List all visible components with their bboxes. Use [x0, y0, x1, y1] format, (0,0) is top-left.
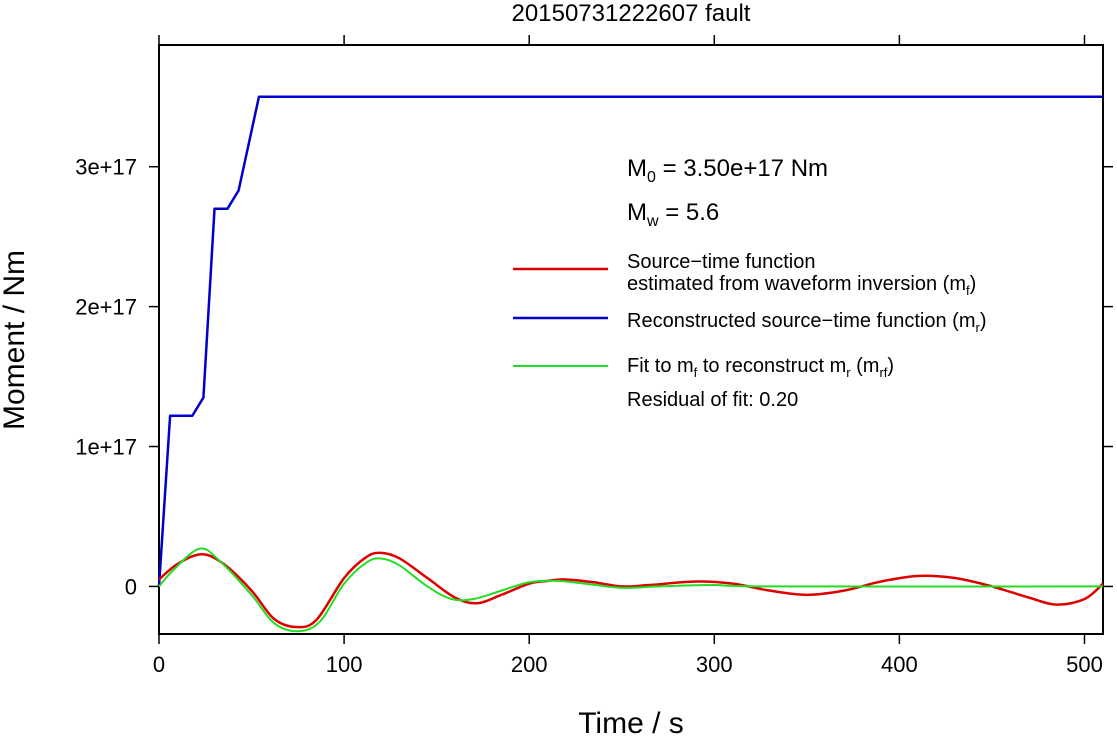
legend-label-mrf-p6: ) — [887, 355, 894, 377]
legend-label-mf-line2: estimated from waveform inversion (mf) — [627, 273, 976, 298]
plot-frame — [158, 44, 1104, 635]
mw-symbol: M — [627, 199, 647, 226]
x-axis-label: Time / s — [578, 707, 684, 736]
legend-label-mf-tail: ) — [970, 273, 977, 295]
legend-label-mf-text: estimated from waveform inversion (m — [627, 273, 966, 295]
legend-label-mrf: Fit to mf to reconstruct mr (mrf) — [627, 355, 894, 380]
x-axis: 0 100 200 300 400 500 — [153, 35, 1103, 677]
x-tick-label: 500 — [1066, 652, 1103, 677]
legend-label-mrf-p1: f — [694, 365, 698, 380]
legend-label-mrf-p0: Fit to m — [627, 355, 694, 377]
m0-subscript: 0 — [647, 169, 656, 186]
x-tick-label: 0 — [153, 652, 165, 677]
y-tick-label: 2e+17 — [75, 295, 137, 320]
series-line-mr — [157, 95, 1103, 587]
legend-label-mrf-p2: to reconstruct m — [697, 355, 846, 377]
y-tick-label: 0 — [125, 574, 137, 599]
m0-annotation: M0 = 3.50e+17 Nm — [627, 155, 828, 186]
legend-label-mr: Reconstructed source−time function (mr) — [627, 310, 987, 335]
mw-value: = 5.6 — [659, 199, 720, 226]
mw-annotation: Mw = 5.6 — [627, 199, 719, 230]
legend-label-mrf-p4: (m — [851, 355, 880, 377]
legend-label-mr-text: Reconstructed source−time function (m — [627, 310, 976, 332]
x-tick-label: 400 — [881, 652, 918, 677]
x-tick-label: 200 — [511, 652, 548, 677]
x-tick-label: 100 — [326, 652, 363, 677]
y-tick-label: 1e+17 — [75, 435, 137, 460]
residual-annotation: Residual of fit: 0.20 — [627, 389, 798, 411]
m0-value: = 3.50e+17 Nm — [656, 155, 828, 182]
legend-label-mf-line1: Source−time function — [627, 251, 815, 273]
y-axis: 0 1e+17 2e+17 3e+17 — [75, 155, 1113, 599]
series-layer — [157, 95, 1104, 633]
y-tick-label: 3e+17 — [75, 155, 137, 180]
y-axis-label: Moment / Nm — [0, 250, 31, 430]
legend: Source−time function estimated from wave… — [513, 251, 987, 411]
legend-label-mrf-p5: rf — [879, 365, 887, 380]
m0-symbol: M — [627, 155, 647, 182]
mw-subscript: w — [646, 213, 659, 230]
legend-label-mr-tail: ) — [980, 310, 987, 332]
series-line-mf — [158, 551, 1104, 629]
legend-label-mrf-p3: r — [846, 365, 851, 380]
chart-title: 20150731222607 fault — [512, 0, 751, 27]
annotations: M0 = 3.50e+17 Nm Mw = 5.6 — [627, 155, 828, 230]
series-line-mrf — [158, 547, 1104, 633]
legend-label-mf-sub: f — [966, 283, 970, 298]
legend-label-mr-sub: r — [976, 320, 981, 335]
x-tick-label: 300 — [696, 652, 733, 677]
